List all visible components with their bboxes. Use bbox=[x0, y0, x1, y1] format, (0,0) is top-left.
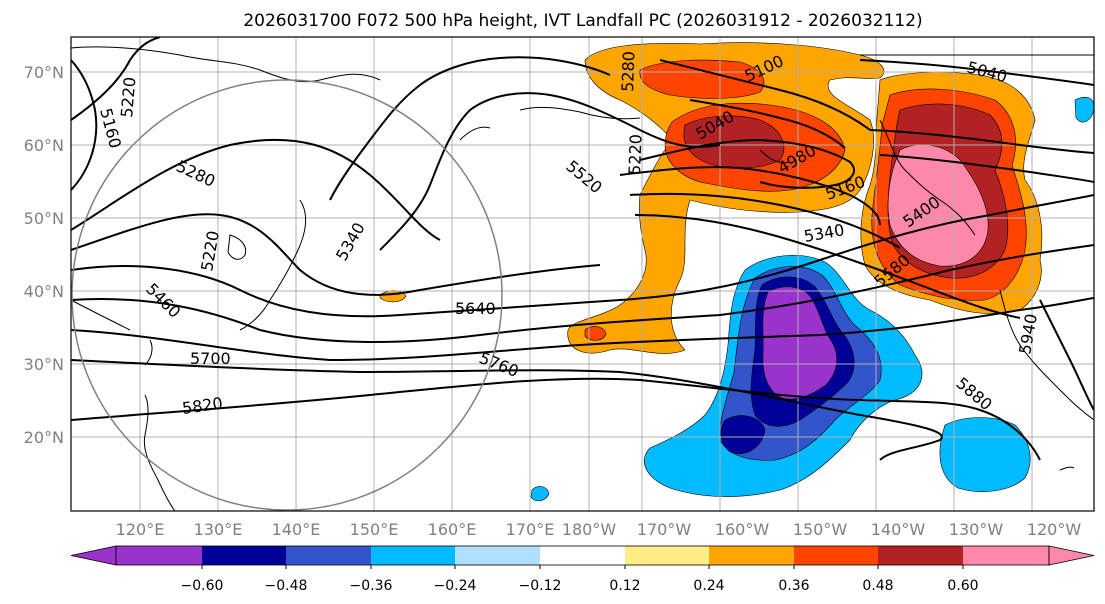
lon-label: 120°W bbox=[1027, 520, 1082, 539]
contour-label: 5700 bbox=[190, 349, 231, 368]
negative-shading-region bbox=[530, 486, 550, 502]
colorbar-segment bbox=[202, 546, 286, 565]
lon-label: 130°W bbox=[949, 520, 1004, 539]
contour-label: 5640 bbox=[455, 299, 496, 318]
lat-label: 30°N bbox=[24, 355, 64, 374]
colorbar-tick-label: −0.12 bbox=[519, 578, 562, 594]
lon-label: 160°E bbox=[428, 520, 477, 539]
lat-label: 60°N bbox=[24, 136, 64, 155]
colorbar-segment bbox=[455, 546, 540, 565]
landfall-region-circle bbox=[71, 79, 503, 511]
colorbar-tick-label: −0.48 bbox=[265, 578, 308, 594]
lon-label: 130°E bbox=[194, 520, 243, 539]
lon-label: 140°E bbox=[272, 520, 321, 539]
negative-anomaly-shading bbox=[530, 96, 1094, 502]
latitude-labels: 70°N 60°N 50°N 40°N 30°N 20°N bbox=[24, 63, 64, 447]
colorbar-extend-max bbox=[1048, 545, 1095, 566]
lon-label: 170°E bbox=[506, 520, 555, 539]
colorbar-frame bbox=[115, 545, 1050, 566]
colorbar-tick-label: −0.36 bbox=[350, 578, 393, 594]
negative-shading-region bbox=[762, 286, 838, 400]
colorbar-segment bbox=[963, 546, 1049, 565]
lat-label: 40°N bbox=[24, 282, 64, 301]
lat-label: 70°N bbox=[24, 63, 64, 82]
colorbar-segment bbox=[371, 546, 455, 565]
colorbar-segment bbox=[116, 546, 202, 565]
lat-label: 50°N bbox=[24, 209, 64, 228]
colorbar-segment bbox=[878, 546, 963, 565]
map-frame bbox=[70, 36, 1095, 512]
lon-label: 180°W bbox=[562, 520, 617, 539]
map-panel: 5160 5220 5280 5220 5460 5340 5520 5640 … bbox=[71, 37, 1094, 511]
colorbar-segment bbox=[709, 546, 794, 565]
contour-label: 5220 bbox=[625, 134, 645, 175]
colorbar-segment bbox=[286, 546, 371, 565]
colorbar-tick-label: 0.60 bbox=[947, 578, 978, 594]
contour-label: 5220 bbox=[117, 76, 139, 118]
colorbar-segment bbox=[540, 546, 625, 565]
colorbar-segment bbox=[794, 546, 878, 565]
lon-label: 160°W bbox=[715, 520, 770, 539]
coastlines bbox=[71, 46, 1094, 511]
lon-label: 150°W bbox=[793, 520, 848, 539]
colorbar-tick-label: −0.24 bbox=[434, 578, 477, 594]
colorbar: −0.60 −0.48 −0.36 −0.24 −0.12 0.12 0.24 0.36 0.4… bbox=[70, 545, 1095, 594]
lon-label: 170°W bbox=[637, 520, 692, 539]
colorbar-tick-label: −0.60 bbox=[181, 578, 224, 594]
graticule bbox=[71, 37, 1094, 511]
colorbar-segment bbox=[625, 546, 709, 565]
lon-label: 140°W bbox=[871, 520, 926, 539]
colorbar-extend-min bbox=[70, 545, 117, 566]
colorbar-tick-label: 0.12 bbox=[609, 578, 640, 594]
contour-label: 5280 bbox=[618, 51, 638, 92]
lon-label: 120°E bbox=[116, 520, 165, 539]
colorbar-tick-label: 0.24 bbox=[693, 578, 724, 594]
lon-label: 150°E bbox=[350, 520, 399, 539]
lat-label: 20°N bbox=[24, 428, 64, 447]
colorbar-tick-label: 0.48 bbox=[862, 578, 893, 594]
height-contours bbox=[71, 37, 1094, 461]
colorbar-tick-label: 0.36 bbox=[778, 578, 809, 594]
positive-shading-region bbox=[639, 59, 765, 99]
longitude-labels: 120°E 130°E 140°E 150°E 160°E 170°E 180°W 170°W… bbox=[116, 520, 1082, 539]
figure-title: 2026031700 F072 500 hPa height, IVT Land… bbox=[243, 11, 922, 31]
negative-shading-region bbox=[939, 417, 1031, 492]
